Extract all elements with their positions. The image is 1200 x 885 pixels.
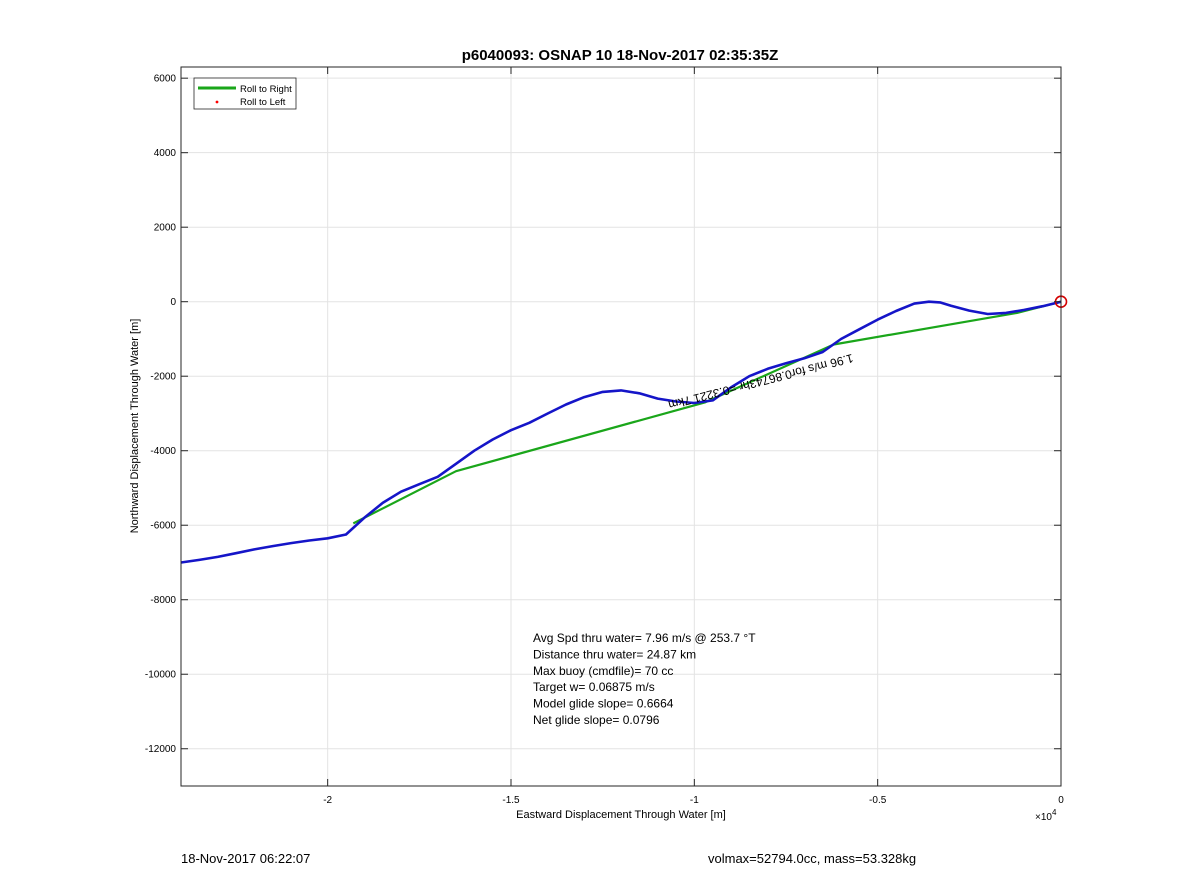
footer-vehicle-info: volmax=52794.0cc, mass=53.328kg [708,851,917,866]
plot-area-border [180,66,1062,787]
y-axis-label: Northward Displacement Through Water [m] [129,319,141,534]
y-tick-label-3: 0 [170,297,176,308]
y-tick-label-7: -8000 [150,595,176,606]
y-tick-label-2: 2000 [154,223,177,234]
x-tick-labels: -2 -1.5 -1 -0.5 0 [323,795,1064,806]
y-tick-label-0: 6000 [154,74,177,85]
footer-timestamp: 18-Nov-2017 06:22:07 [181,851,311,866]
annotation-line-2: Max buoy (cmdfile)= 70 cc [533,664,673,678]
x-axis-label: Eastward Displacement Through Water [m] [516,809,726,821]
legend-box [193,77,297,110]
series-line-2 [180,300,1062,564]
legend: Roll to Right Roll to Left [193,77,297,110]
series-layer [180,300,1062,564]
tick-marks [181,67,1062,786]
annotation-line-3: Target w= 0.06875 m/s [533,680,655,694]
x-tick-label-4: 0 [1058,795,1064,806]
legend-roll-right-label: Roll to Right [240,84,292,95]
annotation-line-1: Distance thru water= 24.87 km [533,647,696,661]
y-tick-labels: 6000 4000 2000 0 -2000 -4000 -6000 -8000 -10000 -… [145,74,177,756]
x-tick-label-3: -0.5 [869,795,887,806]
y-tick-label-6: -6000 [150,521,176,532]
x-tick-label-2: -1 [690,795,699,806]
annotation-line-4: Model glide slope= 0.6664 [533,697,674,711]
x-tick-label-1: -1.5 [502,795,520,806]
legend-roll-left-label: Roll to Left [240,97,286,108]
y-tick-label-9: -12000 [145,744,177,755]
y-tick-label-1: 4000 [154,148,177,159]
y-tick-label-4: -2000 [150,372,176,383]
annotation-line-5: Net glide slope= 0.0796 [533,713,660,727]
y-tick-label-8: -10000 [145,670,177,681]
x-exponent-base: ×10 [1035,812,1052,823]
chart-title: p6040093: OSNAP 10 18-Nov-2017 02:35:35Z [462,47,779,64]
legend-roll-left-dot [215,100,219,104]
y-tick-label-5: -4000 [150,446,176,457]
x-exponent-power: 4 [1052,808,1057,817]
x-tick-label-0: -2 [323,795,332,806]
annotation-line-0: Avg Spd thru water= 7.96 m/s @ 253.7 °T [533,631,756,645]
stats-annotation: Avg Spd thru water= 7.96 m/s @ 253.7 °T D… [533,631,756,727]
x-exponent-label: ×104 [1035,808,1057,823]
y-gridlines [181,77,1061,750]
